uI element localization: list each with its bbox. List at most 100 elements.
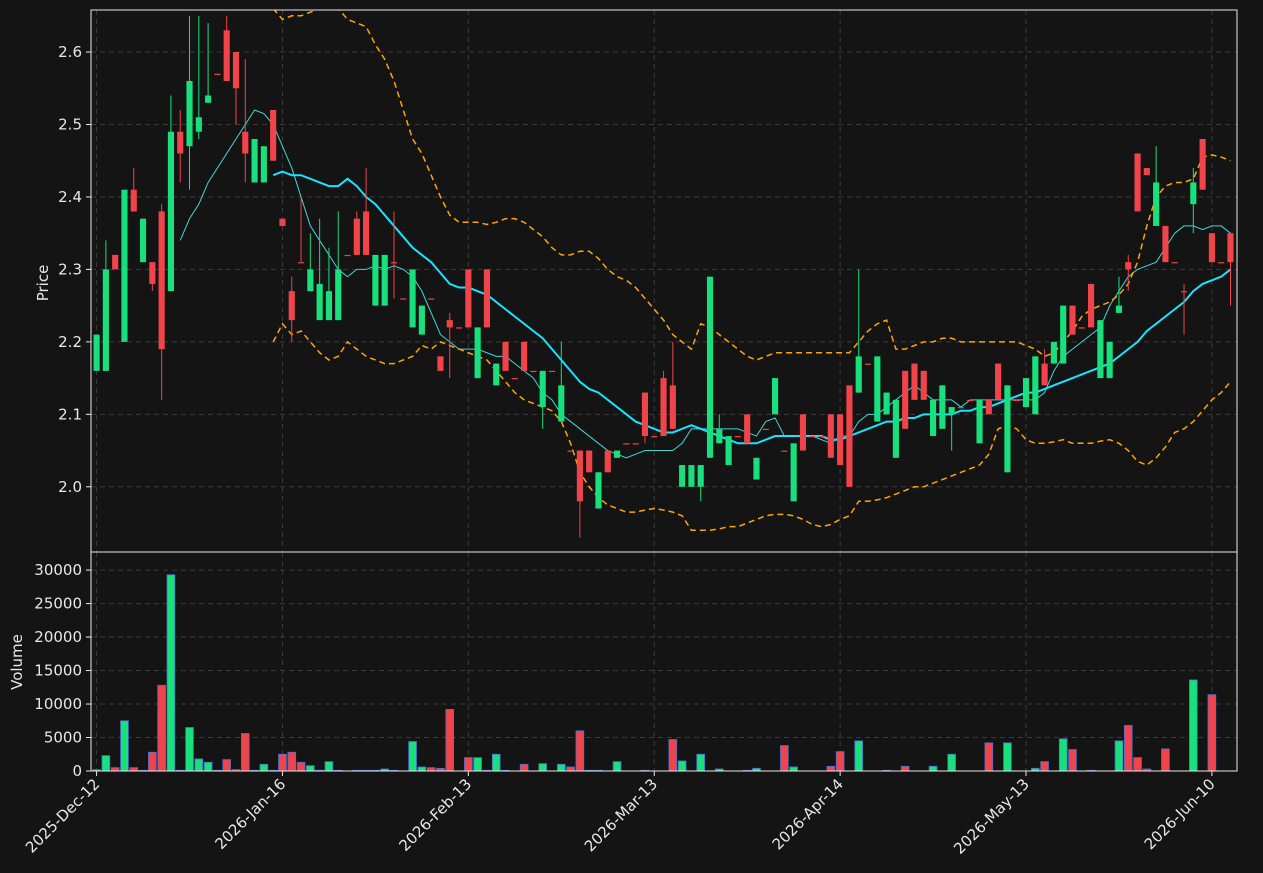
volume-bar (222, 759, 232, 772)
candle-body (372, 254, 379, 306)
candle-body (957, 407, 965, 409)
candle-body (1218, 262, 1225, 264)
candle-body (511, 378, 518, 380)
volume-bar (575, 730, 585, 772)
volume-bar (101, 755, 111, 772)
y-tick-label: 15000 (34, 662, 82, 680)
volume-bar (296, 761, 306, 772)
candle-body (1097, 320, 1104, 379)
y-tick-label: 0 (72, 762, 82, 780)
volume-bar (556, 763, 566, 772)
candle-body (995, 363, 1002, 400)
candle-body (251, 138, 258, 183)
candle-body (493, 363, 500, 386)
volume-bar (696, 753, 706, 772)
candle-body (1171, 262, 1178, 264)
candle-body (381, 254, 388, 306)
volume-bar (1123, 725, 1133, 772)
volume-bar (278, 753, 287, 772)
candle-body (762, 428, 769, 431)
candle-body (697, 465, 704, 487)
candle-body (437, 356, 444, 371)
volume-bar (426, 767, 436, 772)
candle-body (548, 370, 556, 373)
candle-body (892, 399, 899, 458)
candle-body (1013, 399, 1020, 402)
volume-bar (110, 767, 120, 772)
candle-body (1069, 305, 1076, 335)
volume-bar (157, 684, 166, 772)
volume-bar (203, 761, 213, 772)
candle-body (121, 189, 128, 342)
candle-body (428, 298, 435, 300)
candle-body (623, 443, 630, 445)
y-tick-label: 10000 (34, 695, 82, 713)
candle-body (985, 399, 992, 415)
price-axis-label: Price (34, 265, 52, 302)
y-tick-label: 25000 (34, 595, 82, 613)
volume-bar (129, 767, 139, 772)
volume-bar (464, 757, 473, 772)
candle-body (679, 465, 686, 487)
candle-body (353, 218, 360, 255)
y-tick-label: 2.0 (58, 478, 82, 496)
volume-bar (538, 763, 548, 772)
candle-body (214, 73, 221, 75)
candle-body (455, 327, 463, 329)
candle-body (307, 269, 314, 292)
indicator-line (179, 109, 1231, 459)
volume-bar (240, 733, 250, 772)
candle-body (576, 450, 583, 502)
volume-bar (1040, 761, 1049, 772)
volume-frame (90, 551, 1238, 772)
candle-body (641, 392, 649, 437)
volume-bar (324, 761, 334, 772)
candle-body (474, 327, 481, 379)
candle-body (1208, 233, 1215, 263)
volume-bar (984, 742, 994, 772)
volume-bar (566, 766, 575, 772)
y-tick-label: 2.5 (58, 115, 82, 133)
candle-body (734, 436, 741, 438)
candle-body (883, 392, 890, 415)
y-tick-label: 2.3 (58, 260, 82, 278)
volume-bar (677, 760, 687, 772)
candle-body (446, 320, 453, 328)
volume-bar (194, 758, 204, 772)
candle-body (195, 117, 202, 132)
volume-bar (1207, 694, 1217, 772)
candle-body (967, 399, 974, 402)
candle-body (1004, 385, 1011, 473)
y-tick-label: 2.2 (58, 333, 82, 351)
candle-body (1227, 233, 1234, 263)
candle-body (205, 95, 212, 103)
volume-bar (1114, 740, 1124, 772)
volume-bar (166, 574, 176, 772)
candle-body (1153, 182, 1160, 226)
candle-body (297, 262, 305, 264)
candle-body (270, 109, 277, 161)
candle-body (688, 465, 695, 487)
candle-body (781, 450, 788, 452)
candle-body (902, 370, 909, 429)
candle-body (669, 385, 676, 429)
candle-body (1060, 305, 1067, 364)
candle-body (521, 341, 528, 371)
candle-body (325, 291, 333, 321)
candle-body (827, 414, 834, 458)
candle-body (1199, 138, 1206, 190)
candle-body (567, 450, 574, 452)
candle-body (1134, 153, 1141, 212)
candle-body (716, 428, 723, 444)
volume-bar (1003, 742, 1012, 772)
y-tick-label: 2.4 (58, 188, 82, 206)
candle-body (586, 450, 593, 473)
candle-body (167, 131, 174, 292)
candle-body (316, 283, 323, 321)
candle-body (855, 356, 862, 393)
candle-body (809, 436, 816, 438)
candle-body (288, 291, 295, 321)
volume-bar (1189, 679, 1198, 772)
volume-bar (835, 751, 845, 772)
candle-body (744, 414, 751, 444)
